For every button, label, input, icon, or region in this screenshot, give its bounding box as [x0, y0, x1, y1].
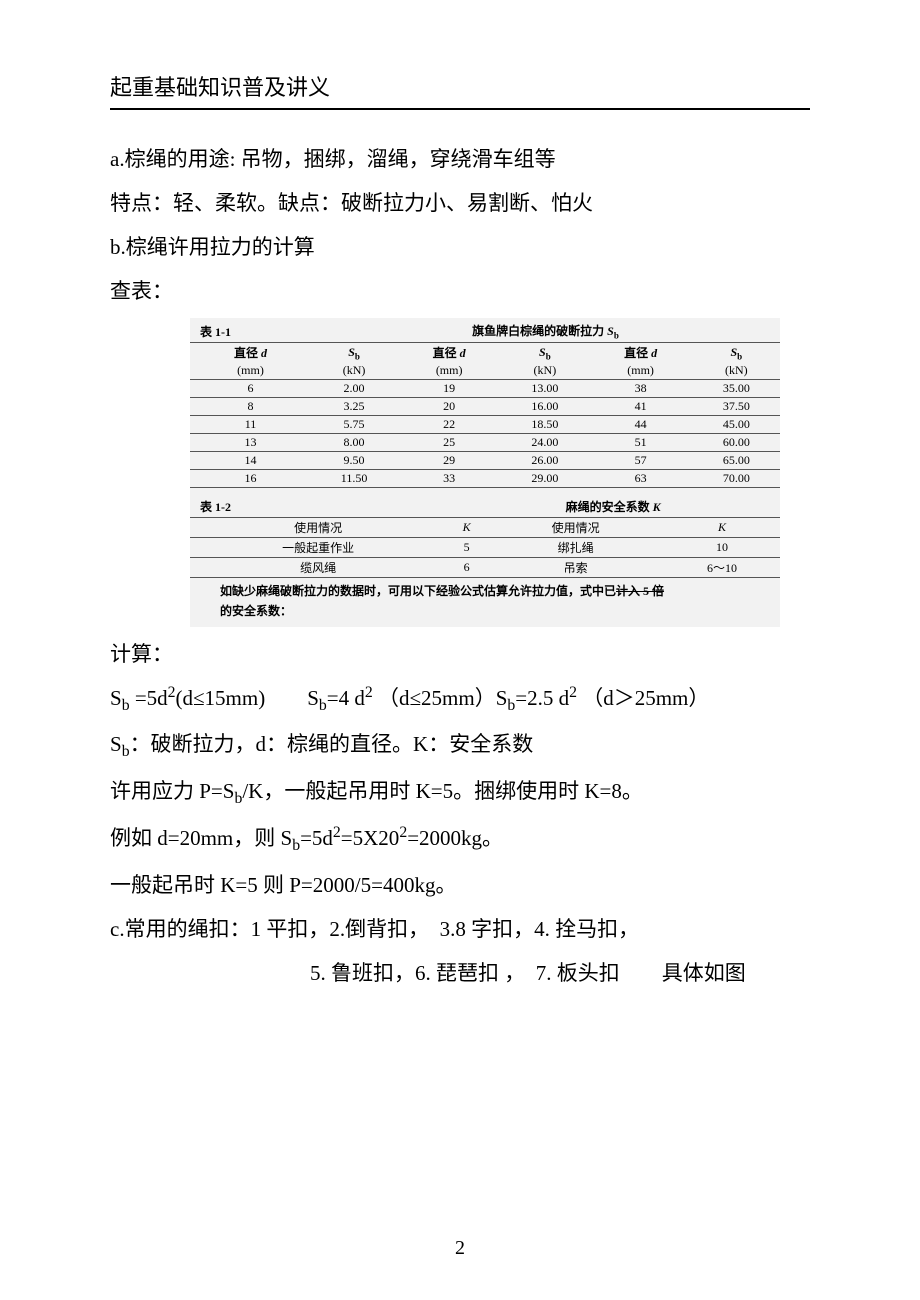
para-formula: Sb =5d2(d≤15mm) Sb=4 d2 （d≤25mm）Sb=2.5 d…: [110, 677, 810, 722]
header-rule: [110, 108, 810, 110]
t1-h-d2: 直径 d: [397, 343, 501, 363]
page-header-title: 起重基础知识普及讲义: [110, 70, 810, 102]
t1-caption-sub: b: [614, 330, 619, 340]
para-calc: 计算：: [110, 633, 810, 675]
table-row: 115.752218.504445.00: [190, 416, 780, 434]
t1-u-mm3: (mm): [589, 362, 693, 380]
table-row: 一般起重作业5绑扎绳10: [190, 538, 780, 558]
note-line1b-strike: 计入 5 倍: [616, 584, 664, 598]
t1-caption-center: 旗鱼牌白棕绳的破断拉力 Sb: [311, 318, 780, 343]
para-features: 特点：轻、柔软。缺点：破断拉力小、易割断、怕火: [110, 182, 810, 224]
para-b-calc: b.棕绳许用拉力的计算: [110, 226, 810, 268]
table-row: 149.502926.005765.00: [190, 452, 780, 470]
table-row: 83.252016.004137.50: [190, 398, 780, 416]
t2-h-k2: K: [664, 518, 780, 538]
t1-h-s3: Sb: [693, 343, 780, 363]
table-row: 62.001913.003835.00: [190, 380, 780, 398]
table-note: 如缺少麻绳破断拉力的数据时，可用以下经验公式估算允许拉力值，式中已计入 5 倍 …: [190, 578, 780, 626]
page-number: 2: [0, 1237, 920, 1260]
t2-h-k1: K: [446, 518, 487, 538]
t1-u-mm1: (mm): [190, 362, 311, 380]
para-lookup: 查表：: [110, 270, 810, 312]
body-text-2: 计算： Sb =5d2(d≤15mm) Sb=4 d2 （d≤25mm）Sb=2…: [110, 633, 810, 994]
note-line2: 的安全系数：: [220, 604, 292, 618]
para-a-usage: a.棕绳的用途: 吊物，捆绑，溜绳，穿绕滑车组等: [110, 138, 810, 180]
para-example2: 一般起吊时 K=5 则 P=2000/5=400kg。: [110, 864, 810, 906]
table-block: 表 1-1 旗鱼牌白棕绳的破断拉力 Sb 直径 d Sb 直径 d Sb 直径 …: [190, 318, 780, 627]
t1-h-d1: 直径 d: [190, 343, 311, 363]
para-c-knots2: 5. 鲁班扣，6. 琵琶扣 ， 7. 板头扣 具体如图: [110, 952, 810, 994]
table-1-2: 表 1-2 麻绳的安全系数 K 使用情况 K 使用情况 K 一般起重作业5绑扎绳…: [190, 494, 780, 578]
t2-h-use1: 使用情况: [190, 518, 446, 538]
t2-h-use2: 使用情况: [487, 518, 664, 538]
t1-u-kn2: (kN): [501, 362, 588, 380]
table-row: 138.002524.005160.00: [190, 434, 780, 452]
t1-u-mm2: (mm): [397, 362, 501, 380]
t1-u-kn3: (kN): [693, 362, 780, 380]
table-row: 缆风绳6吊索6～10: [190, 558, 780, 578]
t1-h-s1: Sb: [311, 343, 397, 363]
table-1-1: 表 1-1 旗鱼牌白棕绳的破断拉力 Sb 直径 d Sb 直径 d Sb 直径 …: [190, 318, 780, 488]
table-row: 1611.503329.006370.00: [190, 470, 780, 488]
t2-caption-text: 麻绳的安全系数: [566, 500, 653, 514]
t2-caption-center: 麻绳的安全系数 K: [446, 494, 780, 518]
t2-caption-sym: K: [653, 500, 661, 514]
para-example: 例如 d=20mm，则 Sb=5d2=5X202=2000kg。: [110, 817, 810, 862]
t1-u-kn1: (kN): [311, 362, 397, 380]
t1-caption-text: 旗鱼牌白棕绳的破断拉力: [472, 324, 607, 338]
t1-h-s2: Sb: [501, 343, 588, 363]
note-line1a: 如缺少麻绳破断拉力的数据时，可用以下经验公式估算允许拉力值，式中已: [220, 584, 616, 598]
para-c-knots: c.常用的绳扣：1 平扣，2.倒背扣， 3.8 字扣，4. 拴马扣，: [110, 908, 810, 950]
t1-caption-left: 表 1-1: [190, 318, 311, 343]
para-allow-stress: 许用应力 P=Sb/K，一般起吊用时 K=5。捆绑使用时 K=8。: [110, 770, 810, 815]
body-text: a.棕绳的用途: 吊物，捆绑，溜绳，穿绕滑车组等 特点：轻、柔软。缺点：破断拉力…: [110, 138, 810, 312]
para-symbols: Sb：破断拉力，d：棕绳的直径。K：安全系数: [110, 723, 810, 768]
t1-caption-sym: S: [607, 324, 614, 338]
t2-caption-left: 表 1-2: [190, 494, 446, 518]
t1-h-d3: 直径 d: [589, 343, 693, 363]
